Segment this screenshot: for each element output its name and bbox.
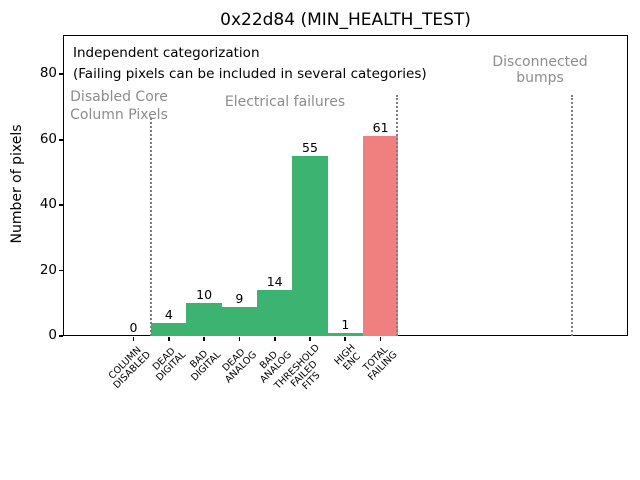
section-label-line: bumps <box>516 70 564 86</box>
y-tick-label: 80 <box>39 65 57 82</box>
y-tick-mark <box>59 204 63 207</box>
y-tick-label: 40 <box>39 196 57 213</box>
bar-value-label: 9 <box>235 290 244 306</box>
section-label-line: Column Pixels <box>70 107 168 123</box>
chart-title: 0x22d84 (MIN_HEALTH_TEST) <box>220 10 471 30</box>
bar <box>362 136 399 336</box>
x-tick-label: TOTAL FAILING <box>360 343 399 383</box>
section-divider <box>149 118 152 336</box>
section-label: Disabled Core Column Pixels <box>19 88 219 124</box>
y-tick-label: 60 <box>39 130 57 147</box>
bar-value-label: 4 <box>164 306 173 322</box>
annotation-text: Independent categorization <box>73 45 260 61</box>
bar <box>292 156 328 336</box>
x-tick-mark <box>167 337 170 341</box>
y-tick-label: 0 <box>48 327 57 343</box>
y-tick-mark <box>59 335 63 337</box>
x-tick-label: DEAD DIGITAL <box>148 343 188 384</box>
bar-value-label: 14 <box>266 274 283 290</box>
bar <box>257 290 293 336</box>
y-tick-mark <box>59 138 63 141</box>
bar-value-label: 10 <box>196 287 213 303</box>
x-tick-mark <box>344 337 347 341</box>
annotation-text: (Failing pixels can be included in sever… <box>73 66 427 82</box>
bar-value-label: 55 <box>302 140 318 156</box>
x-tick-label: COLUMN DISABLED <box>105 343 152 391</box>
bar <box>221 306 258 336</box>
bar-value-label: 61 <box>372 120 389 136</box>
bar <box>186 303 222 336</box>
y-tick-label: 20 <box>39 261 57 278</box>
x-tick-mark <box>203 337 205 341</box>
section-divider <box>571 95 573 336</box>
section-divider <box>396 95 399 336</box>
x-tick-mark <box>379 337 382 341</box>
bar <box>151 322 187 336</box>
bar <box>327 332 363 336</box>
x-tick-mark <box>273 337 276 341</box>
x-tick-label: BAD DIGITAL <box>183 343 223 383</box>
x-tick-label: DEAD ANALOG <box>216 343 259 386</box>
section-label-line: Disabled Core <box>70 89 168 105</box>
y-tick-mark <box>59 73 63 76</box>
x-tick-mark <box>238 337 241 341</box>
section-label-line: Electrical failures <box>224 94 346 110</box>
x-tick-mark <box>309 337 311 341</box>
y-tick-mark <box>59 269 63 272</box>
bar-value-label: 0 <box>129 320 138 335</box>
x-tick-mark <box>132 337 135 341</box>
section-label: Disconnected bumps <box>440 54 640 86</box>
section-label: Electrical failures <box>185 94 385 111</box>
section-label-line: Disconnected <box>492 54 588 70</box>
bar-value-label: 1 <box>341 316 350 332</box>
